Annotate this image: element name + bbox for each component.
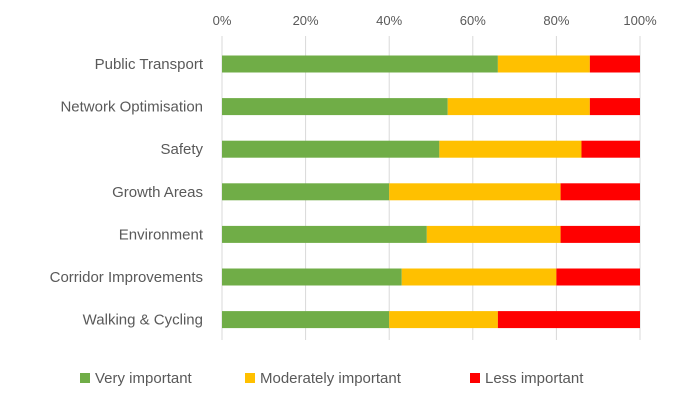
category-label: Environment	[119, 226, 204, 243]
bar-segment	[497, 55, 590, 73]
legend-swatch	[245, 373, 255, 383]
legend-label: Less important	[485, 370, 584, 387]
bar-segment	[222, 268, 402, 286]
legend-swatch	[80, 373, 90, 383]
bar-segment	[389, 311, 498, 329]
bar-segment	[222, 140, 440, 158]
bar-segment	[589, 55, 640, 73]
category-label: Safety	[160, 141, 203, 158]
bar-segment	[560, 225, 640, 243]
x-tick-label: 60%	[460, 13, 486, 28]
category-label: Corridor Improvements	[50, 269, 203, 286]
legend-label: Very important	[95, 370, 193, 387]
bar-segment	[222, 98, 448, 116]
bar-segment	[389, 183, 561, 201]
bar-segment	[222, 311, 390, 329]
x-tick-label: 100%	[623, 13, 657, 28]
bar-segment	[426, 225, 561, 243]
bar-segment	[581, 140, 640, 158]
legend-label: Moderately important	[260, 370, 402, 387]
legend-swatch	[470, 373, 480, 383]
bar-segment	[447, 98, 590, 116]
x-tick-label: 40%	[376, 13, 402, 28]
x-tick-label: 80%	[543, 13, 569, 28]
bar-segment	[401, 268, 557, 286]
bar-segment	[556, 268, 640, 286]
category-label: Network Optimisation	[60, 99, 203, 116]
bar-segment	[560, 183, 640, 201]
bar-segment	[222, 183, 390, 201]
x-tick-label: 20%	[293, 13, 319, 28]
category-label: Growth Areas	[112, 184, 203, 201]
bar-segment	[222, 55, 498, 73]
bar-segment	[222, 225, 427, 243]
x-tick-label: 0%	[213, 13, 232, 28]
bar-segment	[439, 140, 582, 158]
category-label: Walking & Cycling	[83, 312, 203, 329]
category-label: Public Transport	[95, 56, 204, 73]
bar-segment	[589, 98, 640, 116]
bar-segment	[497, 311, 640, 329]
